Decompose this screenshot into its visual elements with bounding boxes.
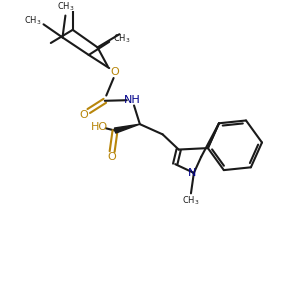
Text: CH$_3$: CH$_3$ — [113, 33, 130, 45]
Polygon shape — [114, 124, 140, 133]
Text: O: O — [111, 67, 119, 77]
Text: O: O — [108, 152, 117, 162]
Text: O: O — [79, 110, 88, 119]
Text: CH$_3$: CH$_3$ — [57, 1, 74, 13]
Text: N: N — [188, 168, 196, 179]
Text: NH: NH — [124, 95, 141, 105]
Text: CH$_3$: CH$_3$ — [24, 15, 41, 27]
Text: HO: HO — [91, 122, 108, 132]
Text: CH$_3$: CH$_3$ — [182, 194, 200, 207]
